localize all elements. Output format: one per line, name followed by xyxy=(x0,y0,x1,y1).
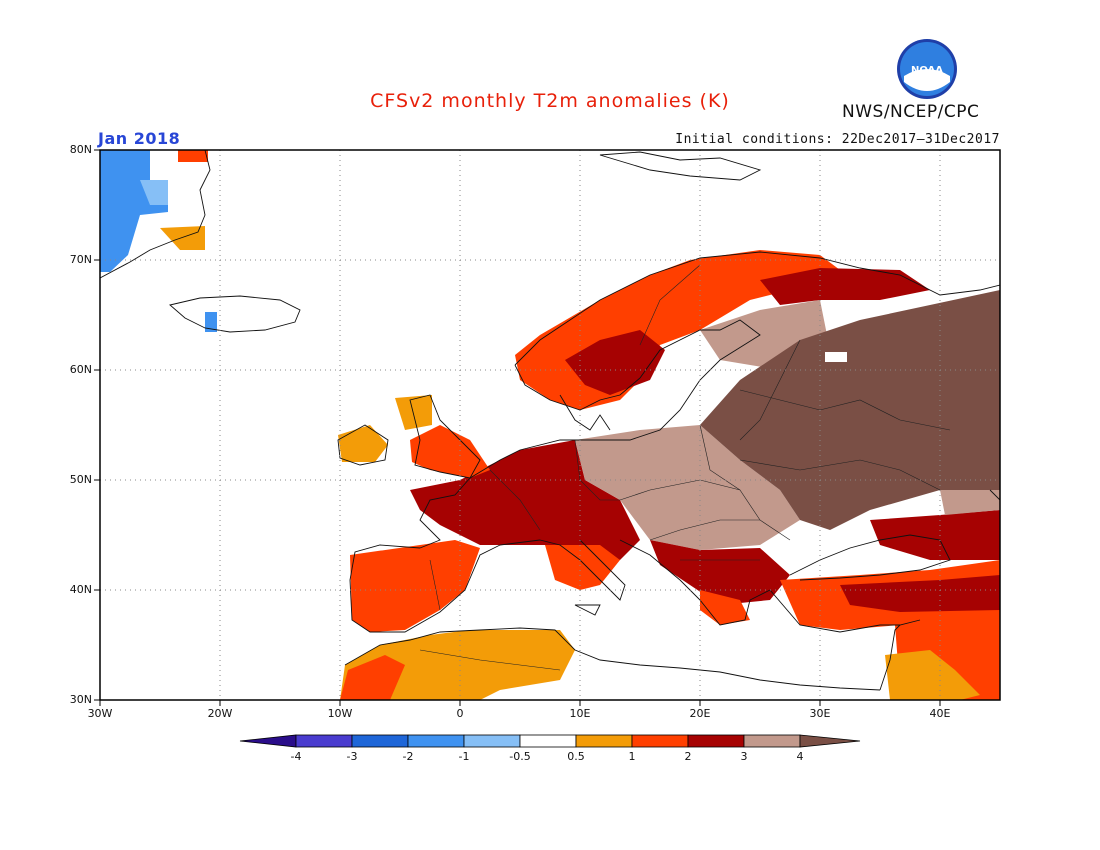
colorbar-swatch xyxy=(687,734,745,748)
lon-label: 40E xyxy=(929,707,951,720)
map-frame xyxy=(99,149,1001,701)
lon-label: 30E xyxy=(809,707,831,720)
lat-label: 70N xyxy=(69,253,92,266)
colorbar-label: 4 xyxy=(796,750,804,763)
coast-greece xyxy=(699,589,771,626)
colorbar-label: -3 xyxy=(346,750,358,763)
coast-greenland xyxy=(100,150,211,279)
region-russia xyxy=(700,290,1000,530)
colorbar-swatch xyxy=(519,734,577,748)
colorbar-label: 2 xyxy=(684,750,692,763)
lon-label: 20W xyxy=(207,707,233,720)
valid-month: Jan 2018 xyxy=(98,129,181,148)
lat-label: 30N xyxy=(69,693,92,706)
colorbar-label: -2 xyxy=(402,750,414,763)
lat-label: 60N xyxy=(69,363,92,376)
coast-iceland xyxy=(169,295,301,333)
colorbar-swatch xyxy=(407,734,465,748)
initial-conditions: Initial conditions: 22Dec2017–31Dec2017 xyxy=(675,132,1000,147)
lat-label: 50N xyxy=(69,473,92,486)
coast-turkey xyxy=(769,589,921,633)
region-black-sea-east xyxy=(870,510,1000,560)
coast-sicily xyxy=(574,604,601,616)
colorbar-label: -4 xyxy=(290,750,302,763)
coast-france-west xyxy=(419,477,471,549)
map-title: CFSv2 monthly T2m anomalies (K) xyxy=(370,90,730,112)
colorbar-label: -1 xyxy=(458,750,470,763)
coast-baltic xyxy=(600,319,761,441)
region-greenland-weak xyxy=(140,180,168,205)
region-morocco-red xyxy=(340,655,405,700)
lat-label: 40N xyxy=(69,583,92,596)
coast-west-europe xyxy=(469,439,600,479)
coast-scandinavia xyxy=(514,251,1000,366)
region-russia-gap xyxy=(825,352,847,362)
coast-denmark xyxy=(559,394,611,431)
coast-iberia xyxy=(349,539,541,633)
coast-levant xyxy=(879,624,901,691)
region-britain xyxy=(410,425,490,478)
colorbar-swatch xyxy=(631,734,689,748)
coast-caspian xyxy=(989,489,1000,560)
region-central-europe xyxy=(575,425,800,550)
colorbar-swatch xyxy=(575,734,633,748)
axis-ticks xyxy=(94,149,941,706)
colorbar-label: 3 xyxy=(740,750,748,763)
region-north-russia-dark xyxy=(760,268,930,305)
noaa-logo: NOAA xyxy=(897,39,957,99)
region-iceland-cold xyxy=(205,312,217,332)
coast-ireland xyxy=(337,424,389,466)
coast-svalbard xyxy=(599,151,762,181)
region-middle-east-orange xyxy=(885,650,980,700)
logo-text: NOAA xyxy=(911,65,943,76)
region-greenland-warm xyxy=(160,226,205,250)
lat-label: 80N xyxy=(69,143,92,156)
colorbar-swatch xyxy=(295,734,353,748)
region-caucasus xyxy=(940,490,1000,515)
colorbar xyxy=(239,734,861,748)
agency-label: NWS/NCEP/CPC xyxy=(842,102,980,122)
colorbar-swatch xyxy=(351,734,409,748)
colorbar-swatch-max xyxy=(799,734,861,748)
graticule xyxy=(100,150,1000,700)
colorbar-swatch-min xyxy=(239,734,297,748)
anomaly-fields xyxy=(100,150,1000,700)
region-north-africa xyxy=(340,630,575,700)
region-turkey-dark xyxy=(840,575,1000,612)
coastlines xyxy=(100,150,1000,691)
region-greenland-warm2 xyxy=(178,150,208,162)
region-balkans xyxy=(650,540,790,605)
colorbar-swatch xyxy=(743,734,801,748)
lon-label: 0 xyxy=(456,707,464,720)
coast-north-africa xyxy=(344,627,881,691)
colorbar-swatch xyxy=(463,734,521,748)
region-sweden-dark xyxy=(565,330,665,395)
coast-britain xyxy=(409,394,481,479)
colorbar-label: 1 xyxy=(628,750,636,763)
colorbar-label: 0.5 xyxy=(567,750,585,763)
region-italy xyxy=(545,545,620,590)
region-ireland xyxy=(338,425,388,462)
lon-label: 30W xyxy=(87,707,113,720)
region-iberia xyxy=(350,540,480,632)
colorbar-label: -0.5 xyxy=(509,750,531,763)
lon-label: 10E xyxy=(569,707,591,720)
region-greenland-cold xyxy=(100,150,168,272)
lon-label: 20E xyxy=(689,707,711,720)
lon-label: 10W xyxy=(327,707,353,720)
